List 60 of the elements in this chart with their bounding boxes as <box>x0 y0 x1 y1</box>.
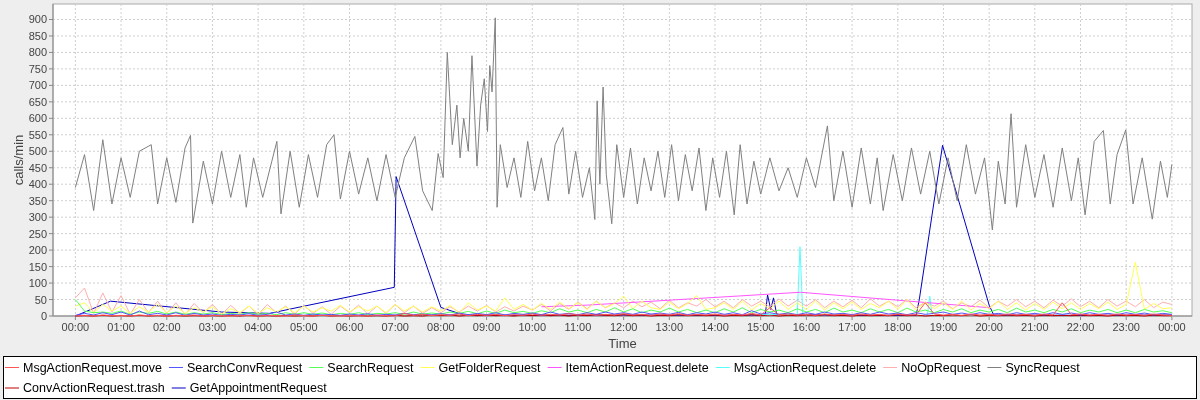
legend-label: SearchRequest <box>327 360 414 375</box>
y-tick-label: 250 <box>28 227 47 240</box>
y-tick-label: 600 <box>28 112 47 125</box>
y-tick-label: 350 <box>28 194 47 207</box>
legend-label: GetAppointmentRequest <box>189 381 328 395</box>
y-tick-label: 650 <box>28 95 47 108</box>
x-tick-label: 00:00 <box>61 321 90 333</box>
x-tick-label: 09:00 <box>472 321 501 333</box>
x-tick-label: 02:00 <box>153 321 181 333</box>
y-tick-label: 800 <box>28 46 47 59</box>
line-series <box>74 261 1173 315</box>
y-tick-label: 300 <box>28 211 47 224</box>
x-tick-label: 15:00 <box>746 321 775 333</box>
x-tick-label: 06:00 <box>335 321 364 333</box>
y-tick-label: 50 <box>34 293 47 306</box>
x-tick-label: 21:00 <box>1021 321 1049 333</box>
x-tick-label: 14:00 <box>701 321 729 333</box>
line-series <box>74 17 1173 231</box>
y-tick-label: 400 <box>28 178 47 191</box>
x-tick-label: 23:00 <box>1112 321 1140 333</box>
x-tick-label: 04:00 <box>244 321 272 333</box>
x-tick-label: 18:00 <box>884 321 912 333</box>
x-axis-title: Time <box>608 335 637 351</box>
x-tick-label: 19:00 <box>929 321 958 333</box>
line-series <box>540 291 991 309</box>
legend-label: ItemActionRequest.delete <box>565 360 709 375</box>
line-series <box>74 287 1173 315</box>
y-tick-label: 450 <box>28 161 47 174</box>
y-tick-label: 850 <box>28 29 47 42</box>
y-tick-label: 550 <box>28 128 47 141</box>
x-tick-label: 12:00 <box>609 321 638 333</box>
y-tick-label: 0 <box>40 310 47 322</box>
x-tick-label: 05:00 <box>290 321 318 333</box>
x-tick-label: 03:00 <box>198 321 227 333</box>
legend-label: MsgActionRequest.move <box>23 360 162 375</box>
y-tick-label: 700 <box>28 79 47 92</box>
legend-label: SearchConvRequest <box>186 360 303 375</box>
y-tick-label: 100 <box>28 277 47 290</box>
x-tick-label: 16:00 <box>792 321 821 333</box>
y-tick-label: 900 <box>28 13 47 26</box>
y-tick-label: 750 <box>28 62 47 75</box>
y-tick-label: 500 <box>28 145 47 158</box>
x-tick-label: 08:00 <box>427 321 455 333</box>
y-tick-label: 200 <box>28 244 47 257</box>
x-tick-label: 00:00 <box>1158 321 1186 333</box>
x-tick-label: 20:00 <box>975 321 1003 333</box>
legend-label: ConvActionRequest.trash <box>23 381 165 395</box>
legend-label: GetFolderRequest <box>438 360 542 375</box>
y-axis-title: calls/min <box>10 134 26 186</box>
x-tick-label: 01:00 <box>107 321 135 333</box>
x-tick-label: 10:00 <box>518 321 547 333</box>
x-tick-label: 11:00 <box>564 321 592 333</box>
x-tick-label: 22:00 <box>1066 321 1095 333</box>
x-tick-label: 07:00 <box>381 321 409 333</box>
legend-label: MsgActionRequest.delete <box>733 360 877 375</box>
x-tick-label: 13:00 <box>655 321 684 333</box>
legend-label: SyncRequest <box>1005 360 1081 375</box>
x-tick-label: 17:00 <box>838 321 866 333</box>
y-tick-label: 150 <box>28 260 47 273</box>
legend-label: NoOpRequest <box>901 360 981 375</box>
